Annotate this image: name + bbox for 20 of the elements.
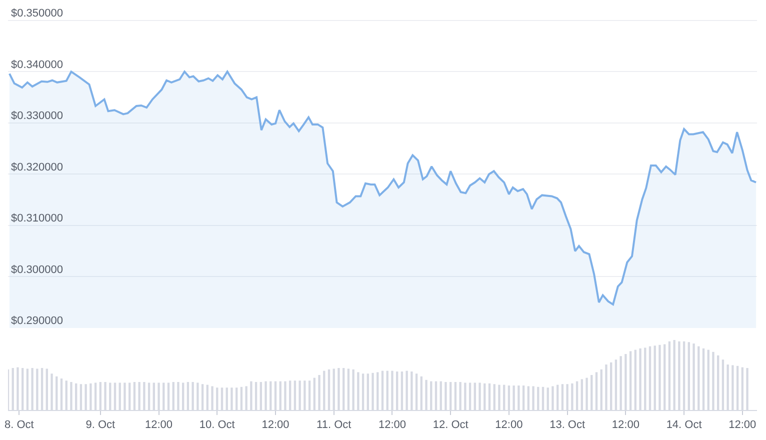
y-tick-label: $0.310000 — [11, 212, 63, 225]
y-tick-label: $0.290000 — [11, 315, 63, 328]
x-tick-label: 11. Oct — [316, 419, 352, 432]
y-tick-label: $0.320000 — [11, 161, 63, 174]
x-tick-label: 10. Oct — [199, 419, 235, 432]
x-tick-label: 12:00 — [262, 419, 290, 432]
x-tick-label: 12:00 — [495, 419, 523, 432]
x-tick-label: 13. Oct — [550, 419, 586, 432]
x-tick-label: 12:00 — [728, 419, 756, 432]
y-tick-label: $0.340000 — [11, 58, 63, 71]
y-tick-label: $0.330000 — [11, 110, 63, 122]
y-tick-label: $0.350000 — [11, 8, 63, 20]
x-tick-label: 8. Oct — [4, 419, 34, 432]
x-tick-label: 9. Oct — [86, 419, 116, 432]
x-tick-label: 12:00 — [145, 419, 173, 432]
x-tick-label: 12:00 — [378, 419, 406, 432]
x-tick-label: 12. Oct — [432, 419, 468, 432]
y-tick-label: $0.300000 — [11, 264, 63, 276]
x-tick-label: 14. Oct — [666, 419, 702, 432]
x-tick-label: 12:00 — [612, 419, 640, 432]
